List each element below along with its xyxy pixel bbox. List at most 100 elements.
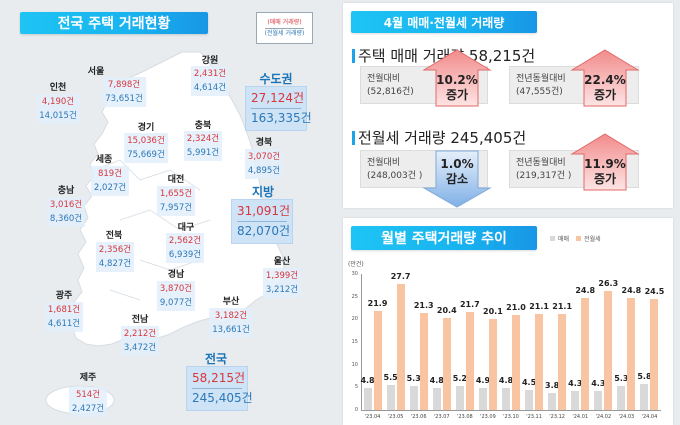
sale-yoy-label: 전년동월대비: [516, 74, 566, 84]
data-label: 4.3: [568, 378, 583, 388]
rent-heading: 전월세 거래량 245,405건: [352, 127, 526, 148]
region-name-jeju: 제주: [79, 373, 97, 383]
x-tick-label: '23.07: [433, 414, 450, 420]
y-tick: 15: [351, 339, 358, 345]
region-name-seoul: 서울: [87, 67, 105, 77]
region-name-gyeongnam: 경남: [167, 270, 185, 280]
data-label: 4.5: [521, 377, 537, 387]
x-axis: [361, 410, 661, 411]
data-label: 21.1: [529, 302, 549, 312]
data-label: 24.8: [575, 285, 596, 295]
bar-rent: [512, 314, 520, 410]
bar-sale: [548, 392, 557, 410]
region-name-daejeon: 대전: [167, 175, 185, 185]
region-box-jeju: 514건 2,427건: [68, 387, 108, 417]
rent-yoy-label: 전년동월대비: [516, 158, 566, 168]
data-label: 24.8: [621, 285, 642, 295]
x-tick-label: '23.08: [456, 414, 473, 420]
data-label: 5.2: [452, 374, 467, 384]
trend-chart-title: 월별 주택거래량 추이: [351, 226, 537, 250]
region-box-seoul: 7,898건 73,651건: [102, 77, 146, 107]
region-box-jeonbuk: 2,356건 4,827건: [95, 242, 135, 272]
bar-rent: [650, 298, 659, 410]
data-label: 4.8: [360, 376, 375, 386]
data-label: 24.5: [644, 286, 665, 296]
region-name-incheon: 인천: [49, 83, 67, 93]
x-tick-label: '24.01: [572, 414, 589, 420]
y-tick: 0: [354, 407, 358, 413]
x-tick-label: '24.04: [641, 414, 658, 420]
bar-sale: [617, 385, 626, 410]
summary-national-label: 전국: [204, 352, 228, 366]
data-label: 5.8: [637, 371, 652, 381]
bar-sale: [594, 390, 603, 410]
bar-sale: [455, 386, 464, 410]
legend-rent: (전월세 거래량): [264, 29, 305, 37]
legend-label-rent: 전월세: [584, 236, 601, 243]
rent-heading-text: 전월세 거래량 245,405건: [358, 129, 527, 147]
bar-sale: [640, 383, 649, 410]
data-label: 4.9: [475, 375, 491, 385]
bar-rent: [627, 297, 636, 410]
x-tick-label: '23.12: [549, 414, 565, 420]
bar-sale: [409, 385, 418, 410]
data-label: 21.3: [413, 301, 434, 311]
x-tick-label: '23.04: [364, 414, 381, 420]
summary-capital-label: 수도권: [259, 72, 293, 86]
bar-rent: [581, 297, 590, 410]
bar-sale: [478, 387, 487, 410]
x-tick-label: '24.03: [618, 414, 635, 420]
x-tick-label: '23.05: [387, 414, 404, 420]
region-box-gyeongnam: 3,870건 9,077건: [156, 281, 196, 311]
data-label: 4.8: [498, 376, 514, 386]
sale-yoy-result: 22.4% 증가: [582, 73, 628, 103]
down-arrow-icon: [422, 150, 492, 208]
region-box-gyeongbuk: 3,070건 4,895건: [244, 149, 284, 179]
bar-rent: [535, 314, 544, 410]
sale-mom-result: 10.2% 증가: [434, 73, 480, 103]
y-axis: [361, 274, 362, 410]
region-name-gyeongbuk: 경북: [255, 138, 273, 148]
region-box-ulsan: 1,399건 3,212건: [262, 268, 302, 298]
rent-yoy-pct: 11.9%: [584, 157, 626, 171]
bar-rent: [604, 290, 613, 410]
sale-yoy-prev: (47,555건): [516, 87, 563, 97]
y-tick: 30: [351, 271, 358, 277]
x-tick-label: '23.06: [410, 414, 427, 420]
map-legend: (매매 거래량) (전월세 거래량): [256, 12, 313, 44]
bar-sale: [432, 388, 441, 410]
x-tick-label: '23.11: [526, 414, 542, 420]
region-name-chungbuk: 충북: [194, 121, 212, 131]
monthly-volume-title: 4월 매매·전월세 거래량: [351, 11, 537, 33]
x-tick-label: '23.09: [480, 414, 496, 420]
region-box-incheon: 4,190건 14,015건: [36, 94, 80, 124]
bar-sale: [386, 385, 395, 410]
sale-mom-dir: 증가: [445, 88, 469, 102]
data-label: 5.3: [406, 373, 421, 383]
bar-rent: [558, 314, 567, 410]
up-arrow-icon: [570, 133, 640, 191]
rent-mom-dir: 감소: [445, 172, 469, 186]
region-name-jeonbuk: 전북: [105, 231, 123, 241]
rent-mom-label: 전월대비: [367, 158, 401, 168]
up-arrow-icon: [422, 49, 492, 107]
data-label: 4.8: [429, 376, 444, 386]
x-tick-label: '23.10: [503, 414, 519, 420]
legend-swatch-rent: [576, 236, 582, 241]
region-name-chungnam: 충남: [57, 186, 75, 196]
x-tick-label: '24.02: [595, 414, 612, 420]
data-label: 4.3: [591, 378, 606, 388]
bar-rent: [419, 313, 428, 410]
heading-bar: [352, 48, 355, 63]
data-label: 5.3: [614, 373, 629, 383]
y-tick: 25: [351, 293, 358, 300]
data-label: 21.1: [552, 302, 573, 312]
sale-yoy-pct: 22.4%: [584, 73, 626, 87]
bar-rent: [396, 284, 405, 410]
region-name-busan: 부산: [222, 297, 240, 307]
region-name-gangwon: 강원: [201, 56, 219, 66]
sale-mom-prev: (52,816건): [367, 87, 414, 97]
region-box-gangwon: 2,431건 4,614건: [190, 66, 230, 96]
region-name-ulsan: 울산: [273, 257, 291, 267]
region-box-jeonnam: 2,212건 3,472건: [120, 326, 160, 356]
